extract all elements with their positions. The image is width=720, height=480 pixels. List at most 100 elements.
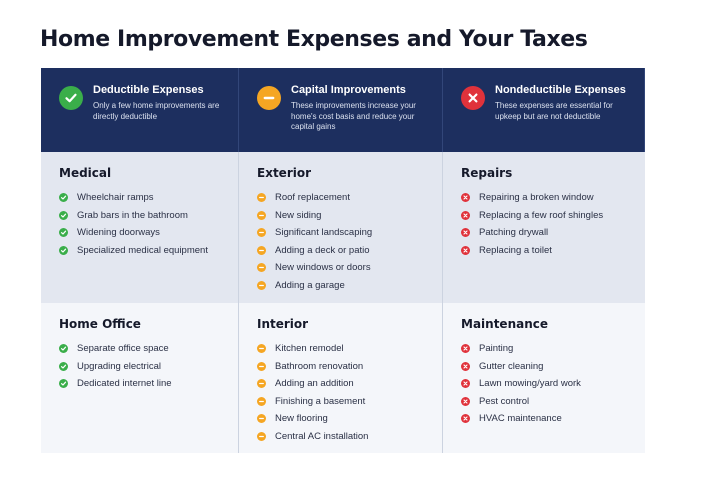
item-list: Wheelchair ramps Grab bars in the bathro… <box>59 189 238 259</box>
item-label: HVAC maintenance <box>479 413 562 425</box>
group-repairs: Repairs Repairing a broken window Replac… <box>443 152 645 303</box>
minus-icon <box>257 210 266 220</box>
group-title: Interior <box>257 317 309 331</box>
list-item: Significant landscaping <box>257 224 442 242</box>
x-icon <box>461 361 470 371</box>
item-list: Repairing a broken window Replacing a fe… <box>461 189 645 259</box>
group-title: Exterior <box>257 166 312 180</box>
header-description: These expenses are essential for upkeep … <box>495 101 613 121</box>
item-label: Gutter cleaning <box>479 360 544 372</box>
list-item: Lawn mowing/yard work <box>461 375 645 393</box>
item-list: Separate office space Upgrading electric… <box>59 340 238 393</box>
item-label: Roof replacement <box>275 192 350 204</box>
list-item: Grab bars in the bathroom <box>59 207 238 225</box>
item-label: Adding a deck or patio <box>275 244 370 256</box>
minus-icon <box>257 396 266 406</box>
header-nondeductible: Nondeductible Expenses These expenses ar… <box>443 68 645 152</box>
list-item: Adding an addition <box>257 375 442 393</box>
x-icon <box>461 414 470 424</box>
minus-icon <box>257 414 266 424</box>
item-label: Specialized medical equipment <box>77 244 208 256</box>
minus-icon <box>257 361 266 371</box>
x-icon <box>461 193 470 203</box>
group-title: Medical <box>59 166 112 180</box>
check-icon <box>59 361 68 371</box>
item-label: Bathroom renovation <box>275 360 364 372</box>
minus-icon <box>257 431 266 441</box>
item-label: Wheelchair ramps <box>77 192 154 204</box>
group-exterior: Exterior Roof replacement New siding Sig… <box>239 152 443 303</box>
item-label: Upgrading electrical <box>77 360 161 372</box>
x-icon <box>461 344 470 354</box>
check-icon <box>59 228 68 238</box>
page-title: Home Improvement Expenses and Your Taxes <box>40 27 588 52</box>
list-item: Replacing a few roof shingles <box>461 207 645 225</box>
list-item: Dedicated internet line <box>59 375 238 393</box>
group-title: Home Office <box>59 317 141 331</box>
item-label: Patching drywall <box>479 227 549 239</box>
item-label: New flooring <box>275 413 328 425</box>
list-item: Adding a garage <box>257 277 442 295</box>
x-circle-icon <box>461 86 485 110</box>
list-item: Pest control <box>461 393 645 411</box>
list-item: New siding <box>257 207 442 225</box>
minus-icon <box>257 228 266 238</box>
item-label: Lawn mowing/yard work <box>479 378 581 390</box>
check-icon <box>59 245 68 255</box>
group-interior: Interior Kitchen remodel Bathroom renova… <box>239 303 443 453</box>
header-deductible: Deductible Expenses Only a few home impr… <box>41 68 239 152</box>
header-description: Only a few home improvements are directl… <box>93 101 220 121</box>
list-item: HVAC maintenance <box>461 410 645 428</box>
item-label: Dedicated internet line <box>77 378 172 390</box>
list-item: Widening doorways <box>59 224 238 242</box>
item-label: Adding a garage <box>275 279 345 291</box>
item-label: Widening doorways <box>77 227 160 239</box>
item-list: Painting Gutter cleaning Lawn mowing/yar… <box>461 340 645 428</box>
list-item: New windows or doors <box>257 259 442 277</box>
list-item: Repairing a broken window <box>461 189 645 207</box>
check-circle-icon <box>59 86 83 110</box>
check-icon <box>59 210 68 220</box>
item-label: New windows or doors <box>275 262 371 274</box>
item-label: Central AC installation <box>275 430 369 442</box>
item-label: Adding an addition <box>275 378 354 390</box>
minus-icon <box>257 263 266 273</box>
list-item: Painting <box>461 340 645 358</box>
header-title: Nondeductible Expenses <box>495 84 626 96</box>
item-label: Finishing a basement <box>275 395 366 407</box>
item-label: Replacing a few roof shingles <box>479 209 604 221</box>
header-title: Deductible Expenses <box>93 84 204 96</box>
x-icon <box>461 228 470 238</box>
list-item: Roof replacement <box>257 189 442 207</box>
x-icon <box>461 245 470 255</box>
minus-icon <box>257 245 266 255</box>
check-icon <box>59 193 68 203</box>
minus-icon <box>257 193 266 203</box>
item-label: Kitchen remodel <box>275 343 344 355</box>
item-label: Repairing a broken window <box>479 192 594 204</box>
list-item: Wheelchair ramps <box>59 189 238 207</box>
group-title: Repairs <box>461 166 513 180</box>
group-medical: Medical Wheelchair ramps Grab bars in th… <box>41 152 239 303</box>
item-list: Kitchen remodel Bathroom renovation Addi… <box>257 340 442 445</box>
list-item: Patching drywall <box>461 224 645 242</box>
check-icon <box>59 379 68 389</box>
item-label: Painting <box>479 343 514 355</box>
item-label: Replacing a toilet <box>479 244 552 256</box>
item-label: New siding <box>275 209 322 221</box>
item-label: Pest control <box>479 395 530 407</box>
minus-icon <box>257 280 266 290</box>
minus-icon <box>257 344 266 354</box>
list-item: Gutter cleaning <box>461 358 645 376</box>
list-item: Replacing a toilet <box>461 242 645 260</box>
item-list: Roof replacement New siding Significant … <box>257 189 442 294</box>
list-item: Kitchen remodel <box>257 340 442 358</box>
minus-icon <box>257 379 266 389</box>
group-title: Maintenance <box>461 317 549 331</box>
item-label: Significant landscaping <box>275 227 373 239</box>
expenses-table: Deductible Expenses Only a few home impr… <box>41 68 645 453</box>
list-item: Upgrading electrical <box>59 358 238 376</box>
group-home-office: Home Office Separate office space Upgrad… <box>41 303 239 453</box>
header-title: Capital Improvements <box>291 84 406 96</box>
group-maintenance: Maintenance Painting Gutter cleaning Law… <box>443 303 645 453</box>
